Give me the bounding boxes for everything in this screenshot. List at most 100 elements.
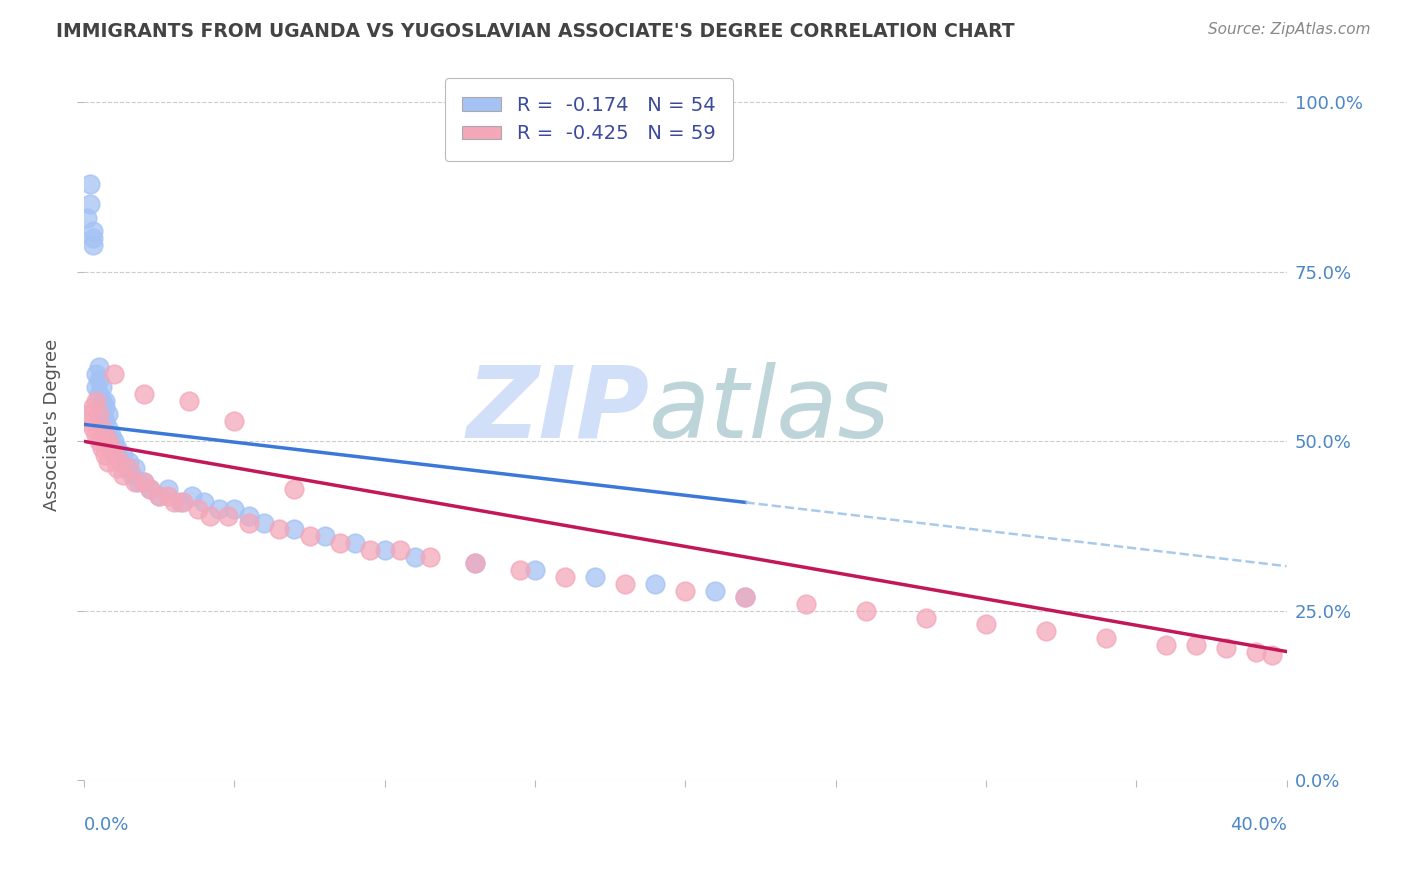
- Point: [82, 224, 104, 238]
- Point: [82, 421, 104, 435]
- Point: [157, 489, 180, 503]
- Point: [794, 597, 817, 611]
- Point: [224, 414, 246, 428]
- Point: [172, 495, 194, 509]
- Point: [91, 407, 114, 421]
- Point: [148, 489, 170, 503]
- Point: [84, 380, 107, 394]
- Point: [79, 197, 101, 211]
- Point: [127, 475, 149, 489]
- Point: [388, 542, 411, 557]
- Point: [115, 461, 138, 475]
- Point: [974, 617, 997, 632]
- Point: [103, 367, 125, 381]
- Point: [100, 434, 122, 449]
- Point: [283, 482, 305, 496]
- Point: [298, 529, 321, 543]
- Point: [94, 427, 117, 442]
- Point: [87, 434, 110, 449]
- Point: [329, 536, 352, 550]
- Point: [1215, 641, 1237, 656]
- Point: [105, 441, 128, 455]
- Point: [1260, 648, 1282, 662]
- Point: [169, 495, 191, 509]
- Point: [82, 401, 104, 415]
- Point: [734, 591, 756, 605]
- Point: [94, 414, 117, 428]
- Point: [91, 393, 114, 408]
- Point: [112, 468, 135, 483]
- Point: [91, 421, 114, 435]
- Point: [187, 502, 209, 516]
- Point: [855, 604, 877, 618]
- Point: [118, 461, 141, 475]
- Point: [554, 570, 576, 584]
- Point: [79, 407, 101, 421]
- Point: [76, 414, 98, 428]
- Y-axis label: Associate's Degree: Associate's Degree: [44, 338, 60, 510]
- Point: [238, 508, 260, 523]
- Text: Source: ZipAtlas.com: Source: ZipAtlas.com: [1208, 22, 1371, 37]
- Point: [82, 237, 104, 252]
- Point: [914, 610, 936, 624]
- Point: [124, 461, 146, 475]
- Point: [108, 455, 131, 469]
- Point: [1185, 638, 1208, 652]
- Point: [734, 591, 756, 605]
- Point: [87, 359, 110, 374]
- Point: [374, 542, 396, 557]
- Point: [82, 231, 104, 245]
- Point: [1095, 631, 1118, 645]
- Point: [1156, 638, 1178, 652]
- Point: [124, 475, 146, 489]
- Point: [84, 393, 107, 408]
- Point: [404, 549, 426, 564]
- Point: [359, 542, 381, 557]
- Point: [193, 495, 215, 509]
- Point: [509, 563, 531, 577]
- Point: [314, 529, 336, 543]
- Text: 40.0%: 40.0%: [1230, 816, 1286, 834]
- Point: [238, 516, 260, 530]
- Point: [87, 407, 110, 421]
- Point: [523, 563, 546, 577]
- Point: [103, 441, 125, 455]
- Point: [108, 455, 131, 469]
- Point: [97, 455, 120, 469]
- Point: [464, 557, 486, 571]
- Point: [87, 373, 110, 387]
- Point: [91, 380, 114, 394]
- Point: [217, 508, 239, 523]
- Point: [112, 448, 135, 462]
- Point: [134, 387, 156, 401]
- Point: [134, 475, 156, 489]
- Point: [464, 557, 486, 571]
- Point: [157, 482, 180, 496]
- Point: [100, 441, 122, 455]
- Point: [283, 523, 305, 537]
- Point: [139, 482, 162, 496]
- Point: [134, 475, 156, 489]
- Point: [84, 427, 107, 442]
- Point: [139, 482, 162, 496]
- Text: atlas: atlas: [650, 361, 891, 458]
- Point: [84, 367, 107, 381]
- Point: [614, 576, 637, 591]
- Point: [269, 523, 291, 537]
- Point: [181, 489, 204, 503]
- Point: [583, 570, 606, 584]
- Text: IMMIGRANTS FROM UGANDA VS YUGOSLAVIAN ASSOCIATE'S DEGREE CORRELATION CHART: IMMIGRANTS FROM UGANDA VS YUGOSLAVIAN AS…: [56, 22, 1015, 41]
- Point: [121, 468, 143, 483]
- Point: [94, 448, 117, 462]
- Point: [1035, 624, 1057, 639]
- Legend: R =  -0.174   N = 54, R =  -0.425   N = 59: R = -0.174 N = 54, R = -0.425 N = 59: [444, 78, 733, 161]
- Point: [419, 549, 441, 564]
- Point: [1246, 644, 1268, 658]
- Point: [97, 421, 120, 435]
- Point: [94, 401, 117, 415]
- Point: [79, 177, 101, 191]
- Point: [179, 393, 201, 408]
- Point: [253, 516, 276, 530]
- Point: [224, 502, 246, 516]
- Point: [100, 427, 122, 442]
